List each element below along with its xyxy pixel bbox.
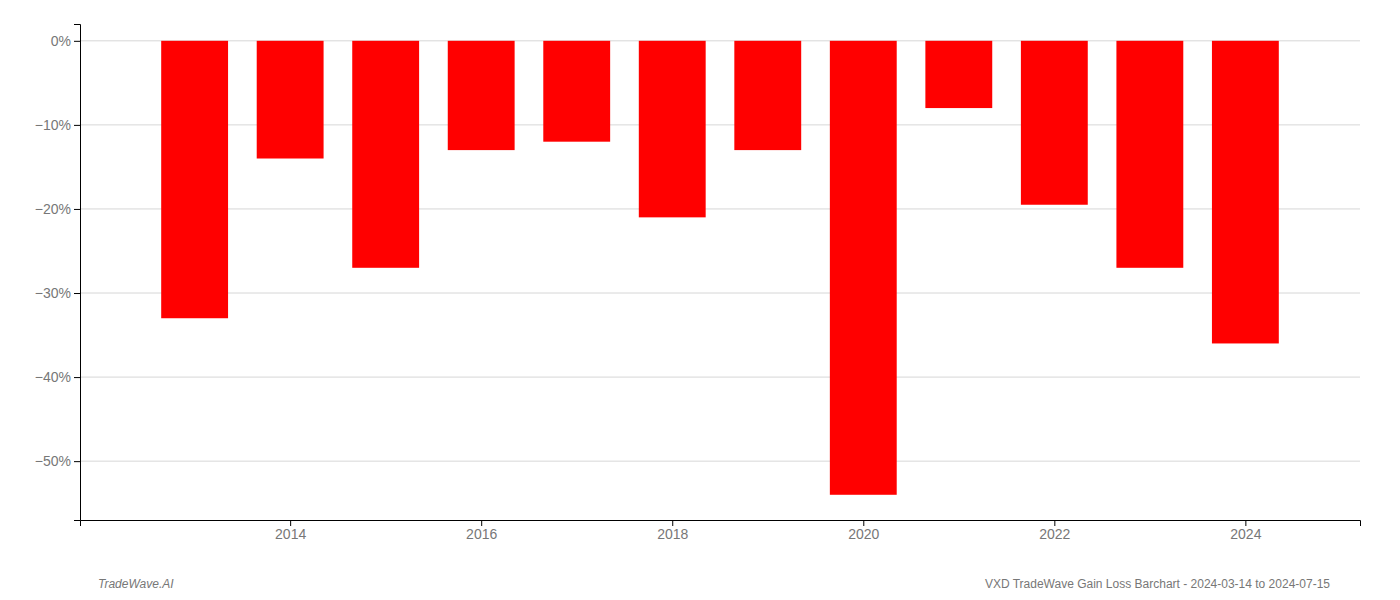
x-tick: 2022 xyxy=(1039,520,1070,542)
bars xyxy=(161,41,1279,495)
y-tick: −30% xyxy=(35,285,80,301)
y-tick-label: −20% xyxy=(35,201,71,217)
x-tick-label: 2020 xyxy=(848,526,879,542)
x-tick-label: 2014 xyxy=(275,526,306,542)
y-tick-label: −30% xyxy=(35,285,71,301)
y-tick-label: −40% xyxy=(35,369,71,385)
y-tick-label: −10% xyxy=(35,117,71,133)
footer-left: TradeWave.AI xyxy=(98,577,174,591)
grid-line xyxy=(80,293,1360,294)
y-tick-mark xyxy=(74,377,80,378)
grid xyxy=(80,41,1360,461)
y-axis: 0% −10% −20% −30% −40% −50% xyxy=(35,25,81,521)
bar xyxy=(543,41,610,142)
x-tick-label: 2016 xyxy=(466,526,497,542)
chart: 0%−10%−20%−30%−40%−50%201420162018202020… xyxy=(0,0,1400,600)
y-tick: −20% xyxy=(35,201,80,217)
y-tick: −50% xyxy=(35,453,80,469)
y-tick-label: −50% xyxy=(35,453,71,469)
y-tick: 0% xyxy=(51,33,80,49)
bar xyxy=(1116,41,1183,268)
grid-line xyxy=(80,377,1360,378)
x-tick: 2020 xyxy=(848,520,879,542)
bar xyxy=(830,41,897,495)
plot: 0%−10%−20%−30%−40%−50%201420162018202020… xyxy=(35,25,1361,542)
x-tick-label: 2018 xyxy=(657,526,688,542)
x-tick-label: 2024 xyxy=(1230,526,1261,542)
bar xyxy=(257,41,324,159)
y-axis-line xyxy=(74,25,81,521)
footer-right: VXD TradeWave Gain Loss Barchart - 2024-… xyxy=(985,577,1330,591)
bar xyxy=(639,41,706,218)
x-tick-label: 2022 xyxy=(1039,526,1070,542)
x-tick: 2016 xyxy=(466,520,497,542)
x-tick: 2014 xyxy=(275,520,306,542)
bar xyxy=(1212,41,1279,344)
bar xyxy=(1021,41,1088,205)
grid-line xyxy=(80,461,1360,462)
y-tick-mark xyxy=(74,41,80,42)
bar xyxy=(925,41,992,108)
y-tick-mark xyxy=(74,461,80,462)
bar xyxy=(448,41,515,150)
bar xyxy=(734,41,801,150)
x-tick: 2018 xyxy=(657,520,688,542)
y-tick-label: 0% xyxy=(51,33,71,49)
y-tick-mark xyxy=(74,293,80,294)
y-tick: −10% xyxy=(35,117,80,133)
x-axis-line xyxy=(81,521,1361,527)
bar xyxy=(161,41,228,318)
y-tick: −40% xyxy=(35,369,80,385)
y-tick-mark xyxy=(74,125,80,126)
bar xyxy=(352,41,419,268)
x-tick: 2024 xyxy=(1230,520,1261,542)
y-tick-mark xyxy=(74,209,80,210)
x-axis: 2014 2016 2018 2020 2022 2024 xyxy=(81,520,1361,542)
